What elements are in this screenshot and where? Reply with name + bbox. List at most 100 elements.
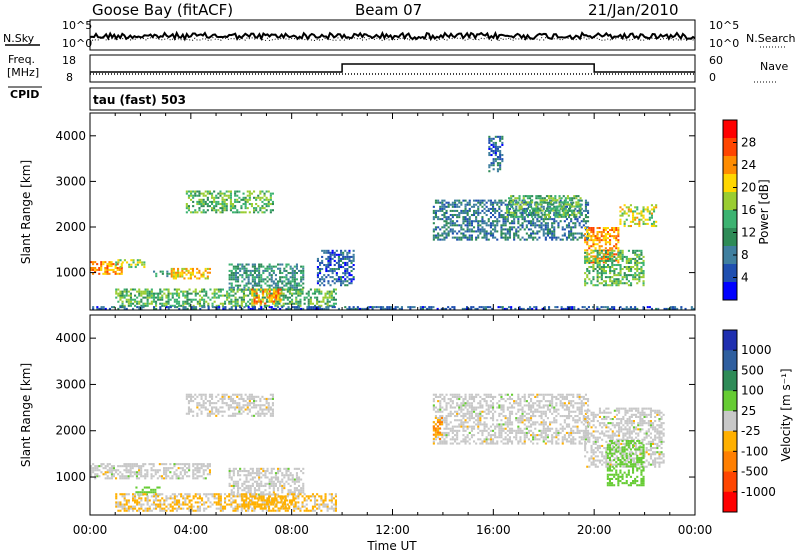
- data-cell: [206, 473, 209, 476]
- data-cell: [254, 495, 257, 498]
- data-cell: [517, 222, 520, 225]
- data-cell: [592, 284, 595, 287]
- data-cell: [642, 306, 645, 309]
- data-cell: [350, 255, 353, 258]
- data-cell: [125, 469, 128, 472]
- data-cell: [187, 400, 190, 403]
- data-cell: [527, 214, 530, 217]
- data-cell: [340, 278, 343, 281]
- data-cell: [117, 292, 120, 295]
- data-cell: [183, 267, 186, 270]
- data-cell: [456, 216, 459, 219]
- data-cell: [527, 220, 530, 223]
- data-cell: [253, 402, 256, 405]
- data-cell: [328, 493, 331, 496]
- data-cell: [268, 263, 271, 266]
- data-cell: [127, 493, 130, 496]
- data-cell: [592, 245, 595, 248]
- data-cell: [533, 306, 536, 309]
- data-cell: [531, 199, 534, 202]
- data-cell: [291, 288, 294, 291]
- data-cell: [203, 298, 206, 301]
- data-cell: [227, 414, 230, 417]
- data-cell: [272, 482, 275, 485]
- data-cell: [532, 220, 535, 223]
- data-cell: [179, 471, 182, 474]
- data-cell: [498, 214, 501, 217]
- data-cell: [598, 253, 601, 256]
- data-cell: [293, 487, 296, 490]
- data-cell: [590, 255, 593, 258]
- data-cell: [333, 278, 336, 281]
- data-cell: [437, 436, 440, 439]
- data-cell: [128, 266, 131, 269]
- data-cell: [250, 395, 253, 398]
- data-cell: [337, 307, 340, 310]
- data-cell: [619, 253, 622, 256]
- data-cell: [514, 215, 517, 218]
- data-cell: [134, 304, 137, 307]
- data-cell: [207, 306, 210, 309]
- data-cell: [152, 465, 155, 468]
- data-cell: [194, 509, 197, 512]
- data-cell: [550, 195, 553, 198]
- data-cell: [129, 465, 132, 468]
- data-cell: [563, 220, 566, 223]
- data-cell: [270, 467, 273, 470]
- data-cell: [295, 263, 298, 266]
- data-cell: [477, 228, 480, 231]
- data-cell: [161, 509, 164, 512]
- data-cell: [568, 226, 571, 229]
- data-cell: [192, 400, 195, 403]
- data-cell: [544, 209, 547, 212]
- data-cell: [169, 467, 172, 470]
- data-cell: [331, 270, 334, 273]
- data-cell: [224, 507, 227, 510]
- data-cell: [316, 259, 319, 262]
- data-cell: [123, 507, 126, 510]
- data-cell: [238, 495, 241, 498]
- data-cell: [309, 288, 312, 291]
- data-cell: [325, 270, 328, 273]
- data-cell: [532, 236, 535, 239]
- data-cell: [226, 294, 229, 297]
- data-cell: [460, 232, 463, 235]
- data-cell: [178, 505, 181, 508]
- data-cell: [600, 251, 603, 254]
- data-cell: [464, 212, 467, 215]
- data-cell: [573, 307, 576, 310]
- data-cell: [279, 482, 282, 485]
- data-cell: [502, 236, 505, 239]
- data-cell: [489, 226, 492, 229]
- data-cell: [337, 264, 340, 267]
- data-cell: [571, 203, 574, 206]
- data-cell: [236, 298, 239, 301]
- data-cell: [466, 220, 469, 223]
- data-cell: [230, 501, 233, 504]
- data-cell: [329, 276, 332, 279]
- data-cell: [411, 306, 414, 309]
- data-cell: [352, 278, 355, 281]
- data-cell: [277, 495, 280, 498]
- data-cell: [434, 406, 437, 409]
- data-cell: [566, 306, 569, 309]
- data-cell: [161, 503, 164, 506]
- data-cell: [146, 294, 149, 297]
- data-cell: [468, 236, 471, 239]
- data-cell: [289, 489, 292, 492]
- data-cell: [655, 206, 658, 209]
- data-cell: [477, 224, 480, 227]
- data-cell: [127, 294, 130, 297]
- data-cell: [272, 503, 275, 506]
- data-cell: [327, 249, 330, 252]
- data-cell: [228, 470, 231, 473]
- data-cell: [463, 307, 466, 310]
- data-cell: [196, 292, 199, 295]
- data-cell: [239, 478, 242, 481]
- data-cell: [245, 474, 248, 477]
- data-cell: [481, 222, 484, 225]
- data-cell: [501, 307, 504, 310]
- data-cell: [277, 296, 280, 299]
- data-cell: [581, 306, 584, 309]
- data-cell: [289, 267, 292, 270]
